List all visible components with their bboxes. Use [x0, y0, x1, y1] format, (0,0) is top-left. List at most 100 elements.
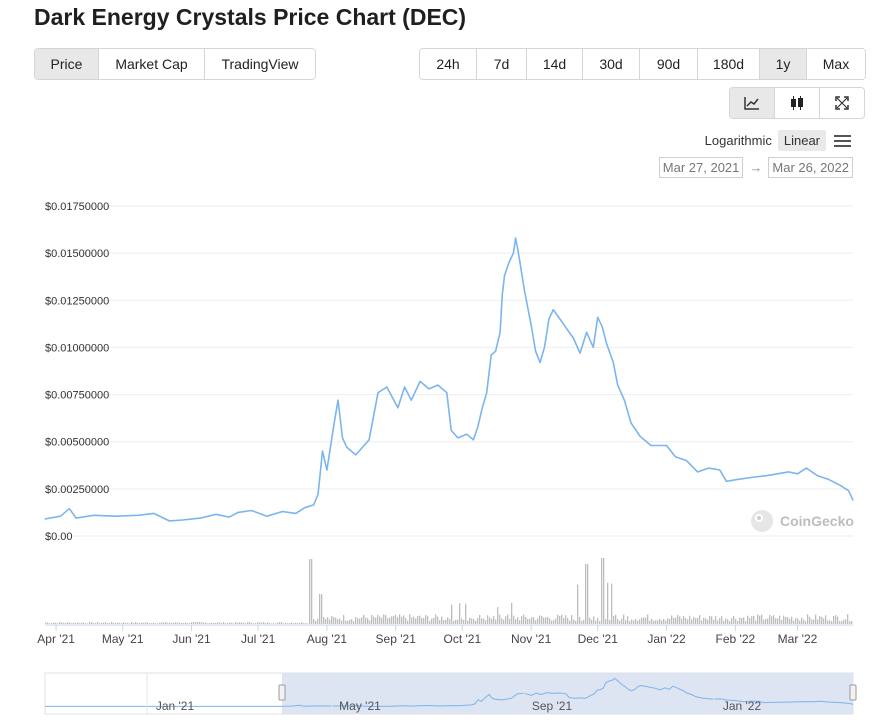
data-point	[852, 499, 854, 501]
volume-bar	[665, 620, 667, 624]
volume-bar	[671, 615, 673, 624]
data-point	[250, 509, 253, 512]
y-tick-label: $0.00500000	[45, 437, 109, 449]
line-chart-button[interactable]	[730, 88, 775, 118]
data-point	[503, 275, 506, 277]
volume-bar	[485, 620, 487, 624]
volume-bar	[257, 622, 259, 624]
volume-bar	[617, 619, 619, 624]
volume-bar	[661, 620, 663, 624]
volume-bar	[751, 616, 753, 624]
volume-bar	[791, 616, 793, 624]
volume-bar	[819, 616, 821, 624]
volume-bar	[277, 622, 279, 624]
volume-bar	[575, 620, 577, 624]
volume-bar	[47, 622, 49, 624]
volume-bar	[511, 602, 513, 624]
date-from-input[interactable]: Mar 27, 2021	[658, 157, 744, 178]
volume-bar	[523, 614, 525, 624]
volume-bar	[249, 622, 251, 624]
volume-bar	[373, 616, 375, 624]
volume-bar	[541, 615, 543, 624]
volume-bar	[513, 615, 515, 624]
volume-bar	[175, 622, 177, 624]
data-point	[346, 446, 348, 448]
navigator-handle[interactable]	[278, 684, 286, 701]
range-1y-button[interactable]: 1y	[760, 49, 807, 79]
volume-bar	[337, 619, 339, 624]
volume-bar	[829, 620, 831, 624]
volume-bar	[333, 617, 335, 624]
volume-bar	[557, 614, 559, 624]
volume-bar	[139, 623, 141, 624]
volume-bar	[209, 622, 211, 624]
volume-bar	[719, 618, 721, 624]
volume-bar	[245, 623, 247, 624]
scale-toggle: Logarithmic Linear	[699, 130, 851, 151]
volume-bar	[353, 620, 355, 624]
date-to-input[interactable]: Mar 26, 2022	[768, 157, 853, 178]
volume-bar	[101, 622, 103, 624]
volume-bar	[223, 621, 225, 624]
data-point	[534, 350, 537, 352]
data-point	[115, 515, 117, 517]
range-max-button[interactable]: Max	[807, 49, 865, 79]
data-point	[606, 343, 608, 345]
volume-bar	[213, 623, 215, 624]
volume-bar	[295, 622, 297, 624]
volume-bar	[693, 616, 695, 624]
volume-bar	[487, 615, 489, 624]
data-point	[612, 361, 614, 364]
tab-market-cap[interactable]: Market Cap	[99, 49, 205, 79]
volume-bar	[749, 618, 751, 624]
range-7d-button[interactable]: 7d	[477, 49, 527, 79]
volume-bar	[655, 620, 657, 624]
chart-tabs: Price Market Cap TradingView	[34, 48, 316, 80]
fullscreen-icon	[835, 96, 849, 110]
data-point	[805, 467, 807, 469]
volume-bar	[589, 617, 591, 624]
volume-bar	[217, 622, 219, 624]
volume-bar	[293, 623, 295, 624]
volume-bar	[91, 621, 93, 624]
tab-price[interactable]: Price	[35, 49, 99, 79]
tab-tradingview[interactable]: TradingView	[205, 49, 315, 79]
volume-bar	[723, 620, 725, 624]
volume-bar	[793, 620, 795, 624]
volume-bar	[621, 618, 623, 624]
volume-bar	[849, 621, 851, 624]
data-point	[736, 478, 739, 481]
menu-icon[interactable]	[834, 134, 851, 147]
y-tick-label: $0.01250000	[45, 295, 109, 307]
navigator-handle[interactable]	[849, 684, 857, 701]
range-14d-button[interactable]: 14d	[527, 49, 583, 79]
volume-bar	[753, 615, 755, 624]
data-point	[586, 331, 588, 333]
volume-bar	[201, 622, 203, 624]
volume-bar	[349, 619, 351, 624]
volume-bar	[691, 619, 693, 624]
data-point	[93, 514, 95, 516]
volume-bar	[291, 622, 293, 624]
volume-bar	[507, 614, 509, 624]
logarithmic-option[interactable]: Logarithmic	[704, 133, 772, 148]
range-30d-button[interactable]: 30d	[583, 49, 640, 79]
linear-option[interactable]: Linear	[777, 130, 826, 151]
volume-bar	[207, 623, 209, 624]
volume-bar	[427, 616, 429, 624]
volume-bar	[279, 622, 281, 624]
volume-bar	[311, 559, 313, 624]
volume-bar	[843, 619, 845, 624]
volume-bar	[537, 618, 539, 624]
candlestick-button[interactable]	[775, 88, 820, 118]
data-point	[215, 513, 217, 515]
range-24h-button[interactable]: 24h	[420, 49, 477, 79]
fullscreen-button[interactable]	[820, 88, 864, 118]
data-point	[617, 384, 619, 386]
volume-bar	[195, 621, 197, 624]
range-180d-button[interactable]: 180d	[698, 49, 760, 79]
volume-bar	[675, 617, 677, 624]
data-point	[665, 444, 668, 447]
range-90d-button[interactable]: 90d	[640, 49, 698, 79]
